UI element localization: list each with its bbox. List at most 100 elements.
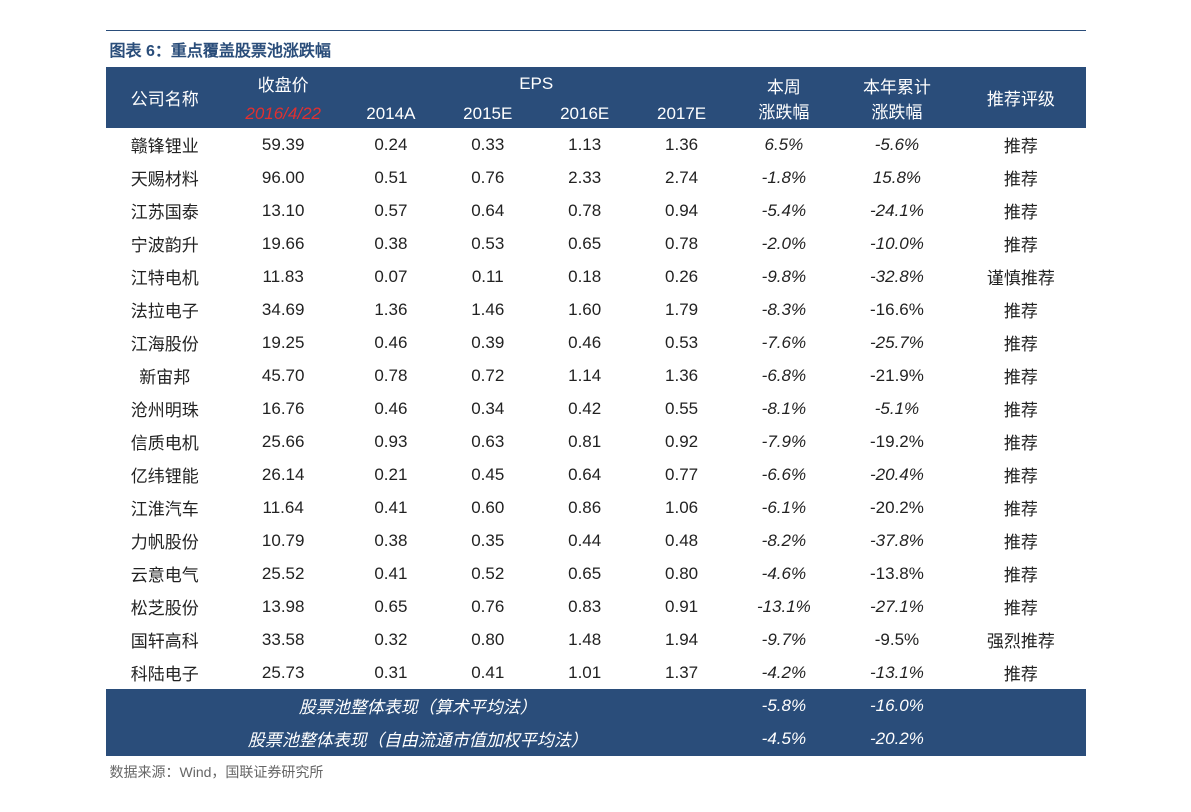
table-cell: 0.38: [342, 524, 439, 557]
table-cell: 新宙邦: [106, 359, 224, 392]
table-cell: 0.80: [439, 623, 536, 656]
table-cell: 0.32: [342, 623, 439, 656]
table-cell: 34.69: [224, 293, 342, 326]
table-cell: 谨慎推荐: [956, 260, 1085, 293]
table-cell: 19.25: [224, 326, 342, 359]
table-cell: 59.39: [224, 128, 342, 161]
table-row: 云意电气25.520.410.520.650.80-4.6%-13.8%推荐: [106, 557, 1086, 590]
table-cell: -8.1%: [730, 392, 838, 425]
summary-row: 股票池整体表现（自由流通市值加权平均法）-4.5%-20.2%: [106, 722, 1086, 755]
table-cell: 0.38: [342, 227, 439, 260]
col-week-change: 本周涨跌幅: [730, 67, 838, 128]
table-cell: 0.83: [536, 590, 633, 623]
table-cell: 推荐: [956, 590, 1085, 623]
table-cell: 推荐: [956, 656, 1085, 689]
table-cell: 0.78: [633, 227, 730, 260]
table-row: 力帆股份10.790.380.350.440.48-8.2%-37.8%推荐: [106, 524, 1086, 557]
table-cell: 0.42: [536, 392, 633, 425]
table-cell: -6.6%: [730, 458, 838, 491]
table-cell: 0.33: [439, 128, 536, 161]
table-cell: 赣锋锂业: [106, 128, 224, 161]
table-cell: 1.79: [633, 293, 730, 326]
table-cell: 强烈推荐: [956, 623, 1085, 656]
table-cell: -5.1%: [838, 392, 956, 425]
table-cell: -25.7%: [838, 326, 956, 359]
table-cell: 推荐: [956, 458, 1085, 491]
table-cell: 25.52: [224, 557, 342, 590]
table-cell: 0.80: [633, 557, 730, 590]
table-cell: 11.83: [224, 260, 342, 293]
table-cell: 0.41: [439, 656, 536, 689]
table-cell: 松芝股份: [106, 590, 224, 623]
col-year-change: 本年累计涨跌幅: [838, 67, 956, 128]
table-row: 沧州明珠16.760.460.340.420.55-8.1%-5.1%推荐: [106, 392, 1086, 425]
table-cell: 0.51: [342, 161, 439, 194]
table-row: 赣锋锂业59.390.240.331.131.366.5%-5.6%推荐: [106, 128, 1086, 161]
table-cell: -5.4%: [730, 194, 838, 227]
table-cell: 0.53: [633, 326, 730, 359]
table-header: 公司名称 收盘价 EPS 本周涨跌幅 本年累计涨跌幅 推荐评级 2016/4/2…: [106, 67, 1086, 128]
table-cell: -9.7%: [730, 623, 838, 656]
table-cell: -20.2%: [838, 491, 956, 524]
data-source: 数据来源：Wind，国联证券研究所: [106, 755, 1086, 782]
table-cell: 0.57: [342, 194, 439, 227]
table-row: 国轩高科33.580.320.801.481.94-9.7%-9.5%强烈推荐: [106, 623, 1086, 656]
table-cell: -13.1%: [730, 590, 838, 623]
table-cell: -10.0%: [838, 227, 956, 260]
table-row: 法拉电子34.691.361.461.601.79-8.3%-16.6%推荐: [106, 293, 1086, 326]
table-cell: 0.24: [342, 128, 439, 161]
table-cell: 0.07: [342, 260, 439, 293]
table-row: 亿纬锂能26.140.210.450.640.77-6.6%-20.4%推荐: [106, 458, 1086, 491]
table-cell: 亿纬锂能: [106, 458, 224, 491]
table-cell: 25.73: [224, 656, 342, 689]
table-cell: -9.8%: [730, 260, 838, 293]
table-cell: 推荐: [956, 293, 1085, 326]
table-cell: 0.93: [342, 425, 439, 458]
col-eps-1: 2015E: [439, 100, 536, 128]
table-row: 科陆电子25.730.310.411.011.37-4.2%-13.1%推荐: [106, 656, 1086, 689]
table-cell: 1.01: [536, 656, 633, 689]
chart-title: 图表 6：重点覆盖股票池涨跌幅: [106, 30, 1086, 67]
table-cell: 45.70: [224, 359, 342, 392]
table-cell: -8.3%: [730, 293, 838, 326]
table-cell: -13.1%: [838, 656, 956, 689]
table-cell: -6.1%: [730, 491, 838, 524]
table-cell: 1.36: [342, 293, 439, 326]
table-cell: 江苏国泰: [106, 194, 224, 227]
table-cell: 0.52: [439, 557, 536, 590]
table-cell: 推荐: [956, 491, 1085, 524]
table-cell: 力帆股份: [106, 524, 224, 557]
table-cell: 0.39: [439, 326, 536, 359]
table-cell: 0.60: [439, 491, 536, 524]
table-cell: 江海股份: [106, 326, 224, 359]
col-rating: 推荐评级: [956, 67, 1085, 128]
table-cell: 1.13: [536, 128, 633, 161]
summary-label: 股票池整体表现（算术平均法）: [106, 689, 731, 722]
table-cell: 0.35: [439, 524, 536, 557]
table-cell: 10.79: [224, 524, 342, 557]
summary-week: -5.8%: [730, 689, 838, 722]
table-cell: 0.91: [633, 590, 730, 623]
table-cell: 1.48: [536, 623, 633, 656]
table-cell: 天赐材料: [106, 161, 224, 194]
table-cell: 0.63: [439, 425, 536, 458]
table-cell: 13.10: [224, 194, 342, 227]
table-cell: 0.94: [633, 194, 730, 227]
table-cell: 国轩高科: [106, 623, 224, 656]
table-cell: -7.9%: [730, 425, 838, 458]
table-cell: 15.8%: [838, 161, 956, 194]
table-cell: 0.48: [633, 524, 730, 557]
table-cell: 0.76: [439, 590, 536, 623]
col-eps-group: EPS: [342, 67, 730, 100]
table-cell: -7.6%: [730, 326, 838, 359]
table-cell: 推荐: [956, 557, 1085, 590]
table-cell: -24.1%: [838, 194, 956, 227]
table-cell: 0.72: [439, 359, 536, 392]
table-row: 天赐材料96.000.510.762.332.74-1.8%15.8%推荐: [106, 161, 1086, 194]
col-price-label: 收盘价: [224, 67, 342, 100]
table-cell: -19.2%: [838, 425, 956, 458]
table-cell: 0.11: [439, 260, 536, 293]
table-cell: 33.58: [224, 623, 342, 656]
table-body: 赣锋锂业59.390.240.331.131.366.5%-5.6%推荐天赐材料…: [106, 128, 1086, 755]
table-cell: 13.98: [224, 590, 342, 623]
